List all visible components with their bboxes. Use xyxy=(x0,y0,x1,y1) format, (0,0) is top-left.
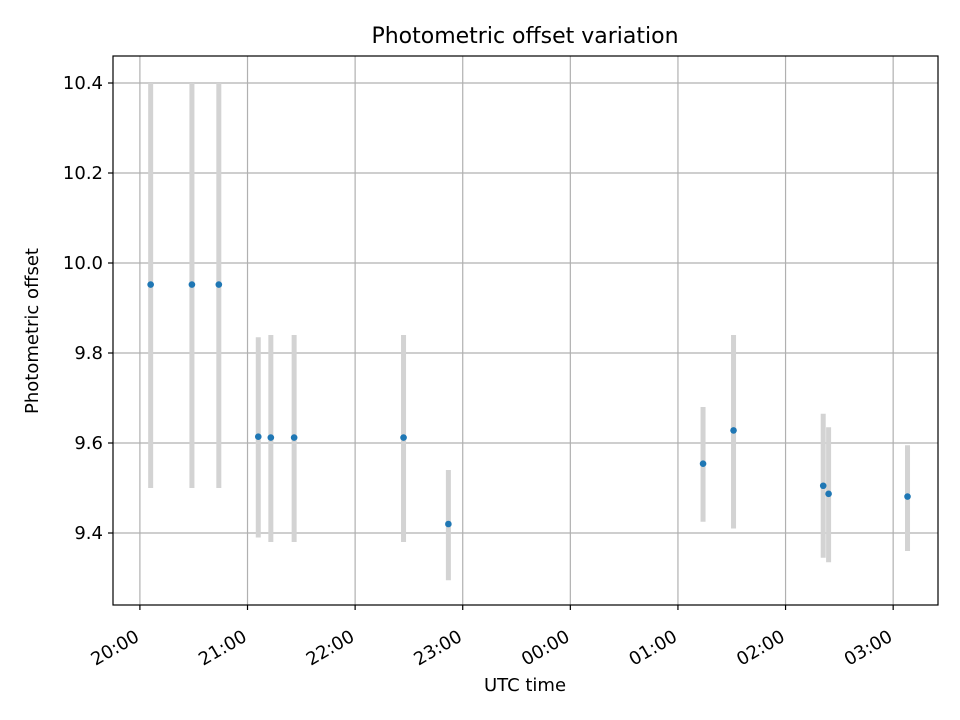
data-point xyxy=(445,520,452,528)
grid xyxy=(113,56,938,605)
chart-title: Photometric offset variation xyxy=(371,24,678,49)
data-point xyxy=(699,460,707,468)
y-tick-label: 10.4 xyxy=(63,73,103,94)
data-point xyxy=(215,281,223,288)
data-point xyxy=(254,433,262,441)
data-point xyxy=(267,434,275,441)
x-tick-label: 21:00 xyxy=(195,626,250,670)
x-tick-label: 03:00 xyxy=(841,626,896,670)
data-point xyxy=(147,281,154,288)
y-axis-ticks: 9.4 9.6 9.8 10.0 10.2 10.4 xyxy=(63,73,113,544)
data-point xyxy=(730,427,737,434)
x-tick-label: 00:00 xyxy=(518,626,573,670)
x-tick-label: 02:00 xyxy=(733,626,788,670)
x-axis-label: UTC time xyxy=(484,675,566,696)
x-tick-label: 22:00 xyxy=(303,626,358,670)
data-point xyxy=(400,434,407,441)
y-axis-label: Photometric offset xyxy=(22,248,43,414)
y-tick-label: 9.4 xyxy=(74,523,103,544)
data-point xyxy=(819,482,827,490)
y-tick-label: 9.6 xyxy=(74,433,103,454)
x-tick-label: 20:00 xyxy=(88,626,143,670)
y-tick-label: 10.2 xyxy=(63,163,103,184)
y-tick-label: 10.0 xyxy=(63,253,103,274)
x-axis-ticks: 20:00 21:00 22:00 23:00 00:00 01:00 02:00 03:00 xyxy=(88,605,896,670)
y-tick-label: 9.8 xyxy=(74,343,103,364)
data-point xyxy=(825,490,832,498)
x-tick-label: 23:00 xyxy=(410,626,465,670)
data-points xyxy=(147,281,911,528)
error-bars xyxy=(148,83,911,581)
plot-frame xyxy=(112,55,939,606)
x-tick-label: 01:00 xyxy=(626,626,681,670)
data-point xyxy=(904,493,911,500)
data-point xyxy=(290,434,298,441)
data-point xyxy=(188,281,196,288)
